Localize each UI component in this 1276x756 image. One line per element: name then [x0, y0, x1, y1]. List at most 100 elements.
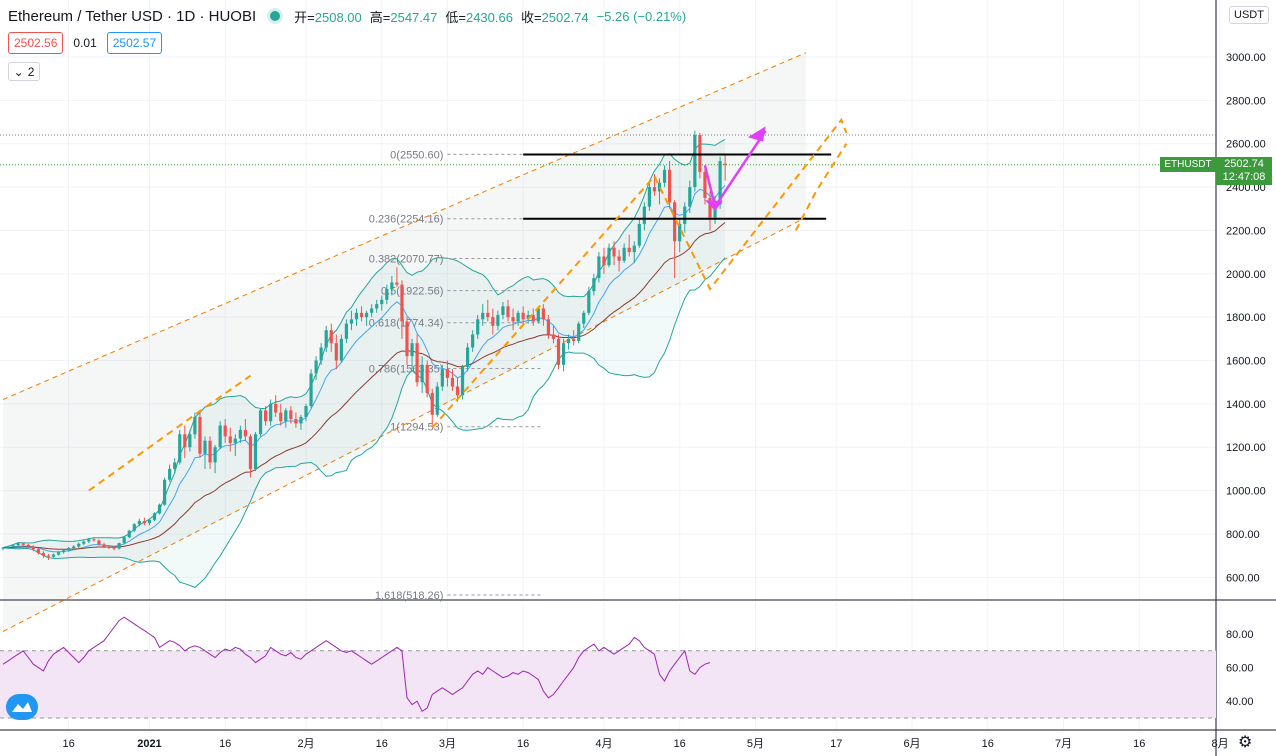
price-axis[interactable]: 3000.00 2800.00 2600.00 2400.00 2200.00 2000.… — [1226, 52, 1266, 708]
candle-body — [375, 304, 379, 309]
candle-body — [673, 202, 677, 242]
rsi-tick-label: 80.00 — [1226, 629, 1254, 641]
rsi-pane — [0, 616, 1216, 719]
candle-body — [678, 223, 682, 242]
rsi-line — [2, 616, 711, 713]
candle-body — [668, 169, 672, 203]
candle-body — [592, 278, 596, 292]
candle-body — [173, 462, 177, 469]
candle-body — [455, 386, 460, 396]
candle-body — [466, 347, 470, 368]
candle-body — [506, 306, 510, 318]
price-tick-label: 1200.00 — [1226, 442, 1266, 454]
candle-body — [238, 429, 242, 439]
candle-body — [349, 319, 354, 324]
rsi-band — [0, 650, 1216, 718]
candle-body — [248, 436, 253, 469]
time-tick-label: 7月 — [1055, 738, 1072, 750]
candle-body — [334, 343, 338, 361]
candle-body — [314, 360, 318, 374]
currency-badge[interactable]: USDT — [1229, 6, 1269, 24]
candle-body — [385, 288, 389, 300]
candle-body — [82, 541, 86, 544]
time-tick-label: 4月 — [595, 738, 612, 750]
candle-body — [657, 182, 662, 192]
symbol-title[interactable]: Ethereum / Tether USD · 1D · HUOBI — [8, 7, 257, 25]
candle-body — [718, 161, 722, 205]
candle-body — [511, 317, 515, 322]
projection-path — [794, 143, 848, 231]
last-price: 2502.74 — [1224, 158, 1264, 170]
candle-body — [612, 247, 616, 257]
candle-body — [1, 547, 5, 549]
fib-level-label: 0.786(1563.35) — [369, 363, 444, 375]
candle-body — [572, 338, 576, 342]
candle-body — [183, 434, 187, 448]
candle-body — [72, 546, 76, 549]
time-tick-label: 16 — [517, 738, 529, 750]
candle-body — [400, 284, 404, 322]
candle-body — [289, 410, 293, 420]
spread-value: 0.01 — [73, 36, 97, 50]
candlesticks — [1, 130, 727, 560]
sell-button[interactable]: 2502.56 — [8, 32, 64, 54]
candle-body — [698, 135, 702, 172]
indicators-toggle-button[interactable]: ⌄ 2 — [8, 62, 40, 81]
candle-body — [430, 393, 434, 415]
candle-body — [233, 438, 237, 443]
candle-body — [51, 554, 56, 557]
candle-body — [198, 416, 202, 454]
candle-body — [551, 334, 556, 339]
indicator-count: 2 — [27, 64, 35, 79]
candle-body — [597, 256, 601, 279]
symbol-price-tag: ETHUSDT — [1160, 157, 1216, 172]
candle-body — [365, 312, 369, 318]
time-axis[interactable]: 16 2021 16 2月 16 3月 16 4月 16 5月 17 6月 16 7月 16 8月 — [63, 738, 1229, 750]
bollinger-lower-line — [2, 257, 726, 588]
candle-body — [168, 468, 172, 480]
time-tick-label: 6月 — [903, 738, 920, 750]
tradingview-logo-icon[interactable] — [6, 694, 38, 720]
price-tick-label: 2200.00 — [1226, 225, 1266, 237]
candle-body — [486, 312, 490, 318]
candle-body — [450, 377, 455, 387]
candle-body — [304, 406, 308, 417]
candle-body — [117, 543, 121, 549]
time-tick-label: 3月 — [439, 738, 456, 750]
price-tick-label: 2400.00 — [1226, 182, 1266, 194]
fib-level-label: 0.5(1922.56) — [381, 286, 443, 298]
candle-body — [152, 513, 157, 520]
price-change: −5.26 (−0.21%) — [596, 8, 687, 24]
candle-body — [556, 338, 561, 365]
candle-body — [56, 552, 61, 555]
fib-level-label: 0.382(2070.77) — [369, 253, 444, 265]
candle-body — [147, 519, 152, 524]
candle-body — [359, 312, 364, 318]
candle-body — [127, 530, 131, 538]
candle-body — [228, 436, 232, 443]
price-tick-label: 2800.00 — [1226, 95, 1266, 107]
time-tick-label: 16 — [376, 738, 388, 750]
quote-row: 2502.56 0.01 2502.57 — [8, 32, 163, 54]
channel-fill — [3, 52, 806, 632]
symbol-header: Ethereum / Tether USD · 1D · HUOBI 开=250… — [8, 6, 686, 26]
candle-body — [723, 163, 727, 165]
gear-icon[interactable]: ⚙ — [1238, 734, 1253, 751]
candle-body — [491, 317, 495, 326]
time-tick-label: 2月 — [297, 738, 314, 750]
rsi-tick-label: 40.00 — [1226, 696, 1254, 708]
ohlc-open: 开=2508.00 — [294, 9, 362, 25]
candle-body — [102, 544, 106, 547]
projection-path — [88, 374, 252, 492]
candle-body — [112, 547, 116, 549]
candle-body — [531, 314, 535, 322]
candle-body — [536, 308, 540, 322]
time-tick-label: 16 — [674, 738, 686, 750]
candle-body — [632, 245, 636, 253]
candle-body — [582, 312, 586, 324]
price-tick-label: 2600.00 — [1226, 139, 1266, 151]
candle-body — [344, 323, 348, 339]
buy-button[interactable]: 2502.57 — [106, 32, 163, 54]
candle-body — [622, 247, 626, 261]
